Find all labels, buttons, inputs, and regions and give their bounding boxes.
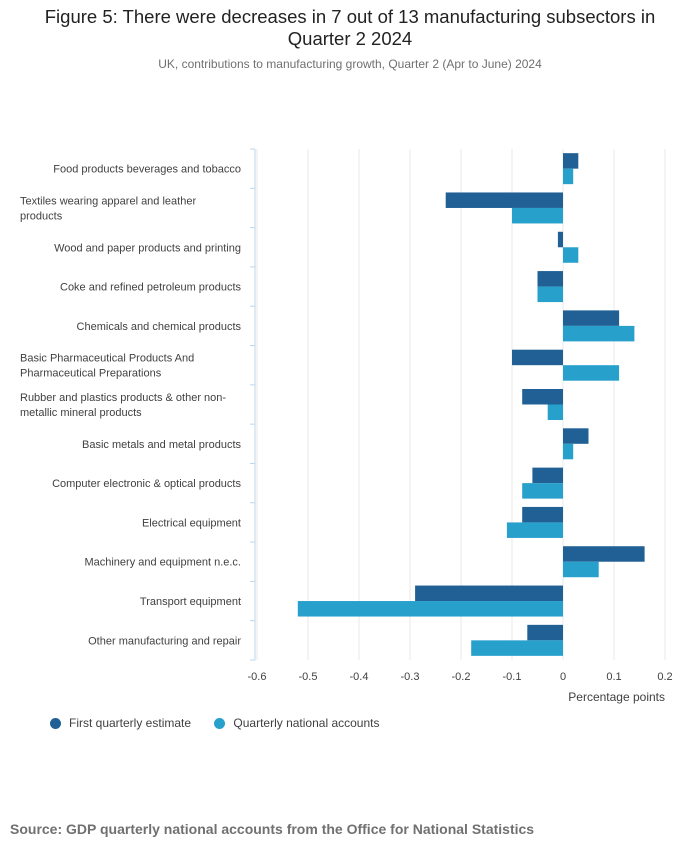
x-tick-label: -0.6 (248, 671, 267, 683)
bar-national-accounts (522, 483, 563, 499)
legend-label-national-accounts: Quarterly national accounts (233, 716, 380, 730)
category-label: metallic mineral products (20, 407, 142, 419)
category-label: Textiles wearing apparel and leather (20, 195, 196, 207)
bar-first-estimate (563, 153, 579, 169)
legend-swatch-first-estimate (50, 717, 61, 729)
category-label: Wood and paper products and printing (54, 242, 241, 254)
legend-label-first-estimate: First quarterly estimate (69, 716, 192, 730)
bar-first-estimate (522, 506, 563, 523)
bar-first-estimate (415, 585, 563, 602)
bar-national-accounts (563, 561, 599, 578)
bar-first-estimate (557, 231, 563, 248)
category-label: Machinery and equipment n.e.c. (84, 557, 241, 569)
x-tick-label: -0.4 (350, 671, 369, 683)
bar-national-accounts (547, 404, 563, 420)
bar-first-estimate (563, 428, 589, 444)
bar-national-accounts (563, 168, 574, 185)
x-tick-label: -0.1 (503, 671, 522, 683)
bar-national-accounts (563, 325, 635, 342)
category-label: Chemicals and chemical products (77, 321, 242, 333)
bar-first-estimate (563, 310, 620, 326)
x-tick-label: 0.2 (657, 671, 672, 683)
bar-national-accounts (563, 247, 579, 263)
x-tick-label: -0.3 (401, 671, 420, 683)
bar-chart: -0.6 -0.5 -0.4 -0.3 -0.2 -0.1 0 0.1 0.2 Food prod… (20, 148, 673, 704)
bar-first-estimate (527, 624, 563, 641)
bar-national-accounts (512, 207, 563, 224)
bar-national-accounts (563, 365, 620, 381)
x-tick-label: 0 (560, 671, 566, 683)
category-label: Coke and refined petroleum products (60, 282, 241, 294)
category-label: Transport equipment (140, 596, 241, 608)
bar-first-estimate (532, 467, 563, 484)
bar-national-accounts (563, 443, 574, 460)
bar-national-accounts (506, 522, 563, 538)
category-label: products (20, 210, 63, 222)
legend-item-national-accounts[interactable]: Quarterly national accounts (214, 716, 379, 730)
category-label: Pharmaceutical Preparations (20, 368, 162, 380)
bar-first-estimate (537, 271, 563, 287)
category-label: Rubber and plastics products & other non… (20, 392, 226, 404)
category-label: Food products beverages and tobacco (53, 164, 241, 176)
category-label: Electrical equipment (142, 517, 241, 529)
bar-national-accounts (471, 640, 563, 656)
bar-first-estimate (445, 192, 563, 208)
chart-title-line-2: Quarter 2 2024 (287, 28, 413, 49)
bar-national-accounts (297, 601, 563, 617)
x-tick-label: 0.1 (606, 671, 621, 683)
bar-first-estimate (563, 546, 645, 562)
category-label: Other manufacturing and repair (88, 635, 241, 647)
category-label: Basic Pharmaceutical Products And (20, 353, 194, 365)
category-label: Basic metals and metal products (82, 439, 241, 451)
x-axis-title: Percentage points (568, 690, 665, 704)
bar-national-accounts (537, 286, 563, 303)
x-tick-label: -0.2 (452, 671, 471, 683)
chart-title-line-1: Figure 5: There were decreases in 7 out … (44, 6, 656, 27)
legend: First quarterly estimate Quarterly natio… (50, 716, 399, 732)
x-tick-label: -0.5 (299, 671, 318, 683)
source-note: Source: GDP quarterly national accounts … (10, 821, 535, 837)
chart-subtitle: UK, contributions to manufacturing growt… (158, 57, 542, 71)
chart-title: Figure 5: There were decreases in 7 out … (0, 6, 700, 50)
legend-item-first-estimate[interactable]: First quarterly estimate (50, 716, 191, 730)
bar-first-estimate (522, 389, 563, 405)
bar-first-estimate (512, 349, 563, 366)
legend-swatch-national-accounts (214, 717, 226, 729)
category-label: Computer electronic & optical products (52, 478, 241, 490)
